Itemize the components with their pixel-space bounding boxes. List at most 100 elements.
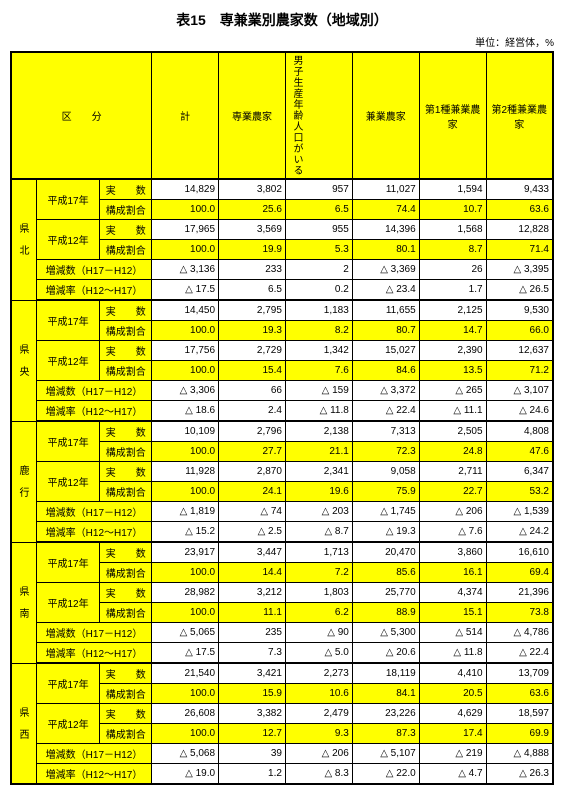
cell: △ 17.5: [152, 280, 219, 301]
cell: 実 数: [100, 704, 152, 724]
cell: 100.0: [152, 200, 219, 220]
cell: 66.0: [486, 321, 553, 341]
cell: 7.6: [285, 361, 352, 381]
cell: △ 5.0: [285, 643, 352, 664]
cell: 1,594: [419, 179, 486, 200]
hdr-sengyou: 専業農家: [219, 52, 286, 179]
cell: △ 74: [219, 502, 286, 522]
cell: 17.4: [419, 724, 486, 744]
cell: △ 1,819: [152, 502, 219, 522]
cell: 2.4: [219, 401, 286, 422]
cell: 増減数（H17－H12）: [36, 260, 151, 280]
cell: 15.4: [219, 361, 286, 381]
cell: 100.0: [152, 603, 219, 623]
cell: △ 90: [285, 623, 352, 643]
cell: △ 23.4: [352, 280, 419, 301]
cell: 63.6: [486, 684, 553, 704]
cell: △ 15.2: [152, 522, 219, 543]
cell: △ 22.4: [486, 643, 553, 664]
table-unit: 単位：経営体，%: [10, 34, 554, 49]
hdr-kubun: 区 分: [11, 52, 152, 179]
cell: 47.6: [486, 442, 553, 462]
cell: 100.0: [152, 482, 219, 502]
cell: △ 5,068: [152, 744, 219, 764]
cell: 増減数（H17－H12）: [36, 744, 151, 764]
cell: 88.9: [352, 603, 419, 623]
cell: 2,125: [419, 300, 486, 321]
cell: 1.7: [419, 280, 486, 301]
cell: 3,860: [419, 542, 486, 563]
cell: △ 4.7: [419, 764, 486, 785]
hdr-kei: 計: [152, 52, 219, 179]
cell: 53.2: [486, 482, 553, 502]
cell: 3,802: [219, 179, 286, 200]
cell: 平成17年: [36, 179, 99, 220]
cell: 9.3: [285, 724, 352, 744]
cell: 2,711: [419, 462, 486, 482]
cell: 11,655: [352, 300, 419, 321]
cell: 3,421: [219, 663, 286, 684]
cell: 235: [219, 623, 286, 643]
cell: 構成割合: [100, 724, 152, 744]
cell: 増減数（H17－H12）: [36, 502, 151, 522]
cell: 8.7: [419, 240, 486, 260]
cell: △ 265: [419, 381, 486, 401]
cell: 3,212: [219, 583, 286, 603]
cell: 2,729: [219, 341, 286, 361]
cell: 県 西: [11, 663, 36, 784]
cell: 実 数: [100, 421, 152, 442]
cell: 69.4: [486, 563, 553, 583]
cell: 16,610: [486, 542, 553, 563]
cell: 2,138: [285, 421, 352, 442]
cell: 9,433: [486, 179, 553, 200]
cell: 0.2: [285, 280, 352, 301]
cell: 平成17年: [36, 300, 99, 341]
cell: 増減数（H17－H12）: [36, 381, 151, 401]
cell: △ 1,539: [486, 502, 553, 522]
cell: 平成17年: [36, 421, 99, 462]
cell: 実 数: [100, 462, 152, 482]
cell: △ 24.2: [486, 522, 553, 543]
cell: 2,870: [219, 462, 286, 482]
cell: 平成12年: [36, 341, 99, 381]
cell: 1,713: [285, 542, 352, 563]
cell: 9,530: [486, 300, 553, 321]
cell: △ 22.4: [352, 401, 419, 422]
cell: 3,569: [219, 220, 286, 240]
cell: △ 4,786: [486, 623, 553, 643]
cell: 39: [219, 744, 286, 764]
cell: 27.7: [219, 442, 286, 462]
hdr-type2: 第2種兼業農家: [486, 52, 553, 179]
cell: 構成割合: [100, 482, 152, 502]
cell: 2,796: [219, 421, 286, 442]
cell: 19.6: [285, 482, 352, 502]
cell: 1,803: [285, 583, 352, 603]
cell: △ 26.5: [486, 280, 553, 301]
cell: 2,273: [285, 663, 352, 684]
cell: 増減率（H12～H17）: [36, 280, 151, 301]
cell: 鹿 行: [11, 421, 36, 542]
cell: 実 数: [100, 341, 152, 361]
cell: △ 19.3: [352, 522, 419, 543]
cell: △ 11.8: [419, 643, 486, 664]
cell: 10,109: [152, 421, 219, 442]
cell: 85.6: [352, 563, 419, 583]
cell: 構成割合: [100, 240, 152, 260]
cell: 7.2: [285, 563, 352, 583]
cell: △ 206: [285, 744, 352, 764]
cell: △ 3,136: [152, 260, 219, 280]
cell: 74.4: [352, 200, 419, 220]
cell: 平成12年: [36, 220, 99, 260]
cell: 80.1: [352, 240, 419, 260]
cell: 100.0: [152, 684, 219, 704]
cell: 23,917: [152, 542, 219, 563]
cell: 100.0: [152, 442, 219, 462]
cell: 2,390: [419, 341, 486, 361]
cell: 20.5: [419, 684, 486, 704]
cell: 11.1: [219, 603, 286, 623]
cell: 19.3: [219, 321, 286, 341]
cell: 6,347: [486, 462, 553, 482]
cell: 3,382: [219, 704, 286, 724]
cell: 14,829: [152, 179, 219, 200]
cell: 73.8: [486, 603, 553, 623]
